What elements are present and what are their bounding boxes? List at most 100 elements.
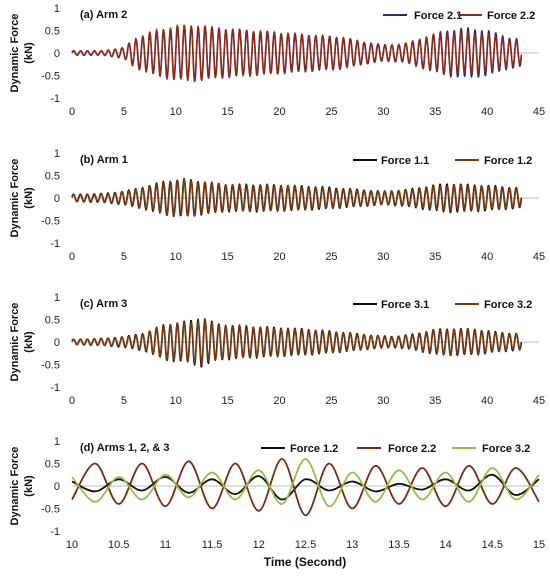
legend: Force 1.1 Force 1.2 [353, 155, 532, 167]
y-tick-label: -1 [50, 238, 60, 250]
legend-label-force-1-2: Force 1.2 [484, 155, 532, 167]
legend-label-force-3-1: Force 3.1 [381, 299, 429, 311]
x-tick-label: 11.5 [202, 539, 223, 551]
y-tick-label: -0.5 [41, 71, 60, 83]
x-axis-label: Time (Second) [264, 555, 346, 569]
y-axis-label-line-2: (kN) [23, 187, 35, 209]
y-tick-label: 0 [54, 48, 60, 60]
x-tick-label: 15 [222, 251, 234, 263]
y-tick-label: 1 [54, 3, 60, 15]
y-axis-label: Dynamic Force (kN) [9, 159, 35, 238]
y-tick-label: -1 [50, 93, 60, 105]
y-tick-label: 0 [54, 337, 60, 349]
series-line-force-1-2 [71, 179, 523, 217]
x-tick-label: 0 [69, 251, 75, 263]
legend-label-force-2-2: Force 2.2 [388, 443, 436, 455]
series-lines [71, 458, 540, 517]
y-tick-label: 0 [54, 481, 60, 493]
y-axis-label-line-1: Dynamic Force [9, 303, 21, 382]
legend: Force 2.1 Force 2.2 [383, 10, 535, 22]
legend: Force 1.2 Force 2.2 Force 3.2 [261, 443, 530, 455]
x-tick-label: 25 [325, 106, 337, 118]
chart-panel-1: 1 0.5 0 -0.5 -1 Dynamic Force (kN) 0 5 10 15 20 25 30… [9, 3, 545, 118]
x-tick-label: 45 [533, 251, 545, 263]
y-tick-label: 0 [54, 193, 60, 205]
x-tick-label: 40 [481, 106, 493, 118]
series-line-force-3-2 [71, 458, 540, 508]
y-axis-label-line-1: Dynamic Force [9, 447, 21, 526]
x-tick-label: 10 [170, 251, 182, 263]
legend-label-force-2-2: Force 2.2 [487, 10, 535, 22]
y-tick-label: 1 [54, 148, 60, 160]
x-tick-label: 45 [533, 395, 545, 407]
x-tick-label: 35 [429, 106, 441, 118]
y-axis-label-line-2: (kN) [23, 475, 35, 497]
panel-title: (d) Arms 1, 2, & 3 [80, 442, 169, 454]
panel-title: (c) Arm 3 [80, 298, 127, 310]
x-tick-label: 5 [121, 106, 127, 118]
y-tick-label: -1 [50, 526, 60, 538]
y-tick-label: 1 [54, 436, 60, 448]
chart-panel-3: 1 0.5 0 -0.5 -1 Dynamic Force (kN) 0 5 10 15 20 25 30… [9, 292, 545, 407]
y-axis-label: Dynamic Force (kN) [9, 303, 35, 382]
x-tick-label: 30 [377, 395, 389, 407]
x-tick-label: 10.5 [108, 539, 129, 551]
x-tick-label: 20 [273, 395, 285, 407]
y-axis-label: Dynamic Force (kN) [9, 14, 35, 93]
x-tick-label: 20 [273, 251, 285, 263]
series-line-force-2-2 [71, 458, 540, 517]
series-lines [71, 24, 523, 83]
y-tick-label: -0.5 [41, 216, 60, 228]
x-tick-label: 0 [69, 106, 75, 118]
x-tick-label: 11 [160, 539, 171, 551]
legend-label-force-1-1: Force 1.1 [381, 155, 429, 167]
x-tick-label: 13.5 [388, 539, 409, 551]
chart-panel-2: 1 0.5 0 -0.5 -1 Dynamic Force (kN) 0 5 10 15 20 25 30… [9, 148, 545, 263]
x-tick-label: 15 [222, 395, 234, 407]
y-tick-label: 1 [54, 292, 60, 304]
x-tick-label: 30 [377, 251, 389, 263]
series-line-force-1-2 [71, 473, 540, 501]
x-tick-label: 15 [222, 106, 234, 118]
x-tick-label: 0 [69, 395, 75, 407]
x-tick-label: 25 [325, 395, 337, 407]
x-tick-label: 25 [325, 251, 337, 263]
x-tick-label: 35 [429, 251, 441, 263]
y-tick-label: -0.5 [41, 360, 60, 372]
legend-label-force-2-1: Force 2.1 [414, 10, 462, 22]
x-tick-label: 10 [170, 395, 182, 407]
y-tick-label: 0.5 [45, 459, 60, 471]
x-tick-label: 20 [273, 106, 285, 118]
y-tick-label: -0.5 [41, 504, 60, 516]
x-tick-label: 14 [439, 539, 451, 551]
x-tick-label: 45 [533, 106, 545, 118]
series-lines [71, 177, 523, 218]
series-line-force-3-2 [71, 319, 523, 366]
y-tick-label: 0.5 [45, 315, 60, 327]
x-tick-label: 10 [170, 106, 182, 118]
series-lines [71, 318, 523, 368]
x-tick-label: 5 [121, 251, 127, 263]
x-tick-label: 12.5 [295, 539, 316, 551]
panel-title: (a) Arm 2 [80, 9, 127, 21]
x-tick-label: 14.5 [482, 539, 503, 551]
x-tick-label: 40 [481, 251, 493, 263]
y-tick-label: -1 [50, 382, 60, 394]
y-tick-label: 0.5 [45, 171, 60, 183]
legend-label-force-3-2: Force 3.2 [482, 443, 530, 455]
y-axis-label-line-2: (kN) [23, 42, 35, 64]
x-tick-label: 12 [253, 539, 265, 551]
panel-title: (b) Arm 1 [80, 154, 128, 166]
x-tick-label: 10 [66, 539, 78, 551]
x-tick-label: 5 [121, 395, 127, 407]
y-axis-label: Dynamic Force (kN) [9, 447, 35, 526]
legend-label-force-3-2: Force 3.2 [484, 299, 532, 311]
x-tick-label: 30 [377, 106, 389, 118]
legend-label-force-1-2: Force 1.2 [290, 443, 338, 455]
x-tick-label: 35 [429, 395, 441, 407]
series-line-force-2-2 [71, 24, 523, 83]
x-tick-label: 40 [481, 395, 493, 407]
y-tick-label: 0.5 [45, 26, 60, 38]
